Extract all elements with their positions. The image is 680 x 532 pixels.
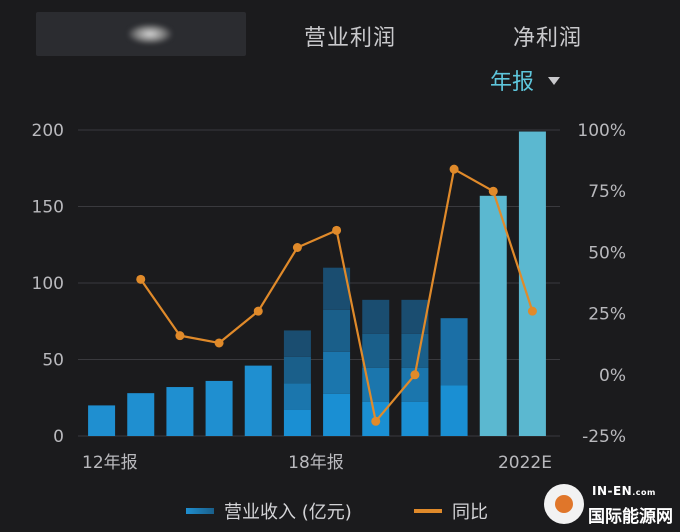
yoy-point <box>175 331 185 341</box>
y-right-tick-label: -25% <box>582 427 626 447</box>
y-left-tick-label: 100 <box>32 274 64 294</box>
bar-segment <box>323 351 351 394</box>
legend-label-yoy: 同比 <box>452 502 488 523</box>
watermark-site: IN-EN.com <box>592 484 656 498</box>
yoy-point <box>214 338 224 348</box>
yoy-point <box>136 274 146 284</box>
bar-estimate-fill <box>479 195 507 436</box>
bar-segment <box>283 383 311 410</box>
y-left-tick-label: 150 <box>32 198 64 218</box>
bar-fill <box>127 393 155 436</box>
y-right-tick-label: 75% <box>588 182 626 202</box>
tab-net-profit[interactable]: 净利润 <box>513 26 583 51</box>
y-left-tick-label: 200 <box>32 121 64 141</box>
bar-segment <box>362 299 390 334</box>
bar <box>323 267 351 436</box>
x-tick-label: 18年报 <box>288 453 344 473</box>
bar-segment <box>401 401 429 436</box>
period-label: 年报 <box>490 70 535 95</box>
bar-segment <box>323 309 351 352</box>
yoy-point <box>449 164 459 174</box>
bar-segment <box>401 333 429 368</box>
bar-fill <box>88 405 116 436</box>
bar <box>166 387 194 436</box>
yoy-point <box>410 370 420 380</box>
legend-item-revenue[interactable]: 营业收入 (亿元) <box>186 498 352 524</box>
tab-revenue-blurred[interactable] <box>36 12 246 56</box>
yoy-point <box>488 186 498 196</box>
bar <box>362 299 390 436</box>
bar <box>479 195 507 436</box>
legend-item-yoy[interactable]: 同比 <box>414 498 488 524</box>
legend-swatch-bar <box>186 508 214 514</box>
bar <box>88 405 116 436</box>
revenue-chart: 0 50 100 150 200 100% 75% 50% 25% 0% -25% 12年报 18年报 2… <box>32 121 626 473</box>
bar-fill <box>205 380 233 436</box>
y-right-tick-label: 25% <box>588 305 626 325</box>
watermark-name: 国际能源网 <box>588 507 673 527</box>
bar <box>283 330 311 436</box>
bar <box>244 365 272 436</box>
yoy-point <box>527 306 537 316</box>
y-left-tick-label: 50 <box>42 351 64 371</box>
bar-segment <box>283 356 311 384</box>
bar-fill <box>166 387 194 436</box>
watermark-logo: IN-EN.com 国际能源网 <box>540 478 680 532</box>
bar <box>440 318 468 436</box>
bar-segment <box>323 393 351 436</box>
y-right-tick-label: 0% <box>599 366 626 386</box>
yoy-point <box>332 225 342 235</box>
bar-fill <box>244 365 272 436</box>
chart-legend: 营业收入 (亿元) 同比 <box>0 498 680 526</box>
bar-segment <box>283 409 311 436</box>
x-tick-label: 2022E <box>498 453 552 473</box>
y-left-tick-label: 0 <box>53 427 64 447</box>
period-selector[interactable]: 年报 <box>490 64 561 96</box>
bar-segment <box>283 330 311 357</box>
yoy-point <box>253 306 263 316</box>
tab-bar: 营业利润 净利润 <box>0 12 680 58</box>
bar-segment <box>362 333 390 368</box>
x-tick-label: 12年报 <box>82 453 138 473</box>
blurred-content <box>128 24 172 44</box>
legend-swatch-line <box>414 509 442 513</box>
bar <box>205 380 233 436</box>
bar <box>127 393 155 436</box>
yoy-point <box>371 416 381 426</box>
bar <box>401 299 429 436</box>
bar-segment <box>440 318 468 386</box>
legend-label-revenue: 营业收入 (亿元) <box>224 502 352 523</box>
yoy-point <box>292 243 302 253</box>
y-right-tick-label: 50% <box>588 243 626 263</box>
y-right-tick-label: 100% <box>577 121 626 141</box>
bar-segment <box>440 385 468 436</box>
tab-operating-profit[interactable]: 营业利润 <box>304 26 397 51</box>
sun-logo-icon <box>544 484 584 524</box>
caret-down-icon <box>548 77 561 85</box>
